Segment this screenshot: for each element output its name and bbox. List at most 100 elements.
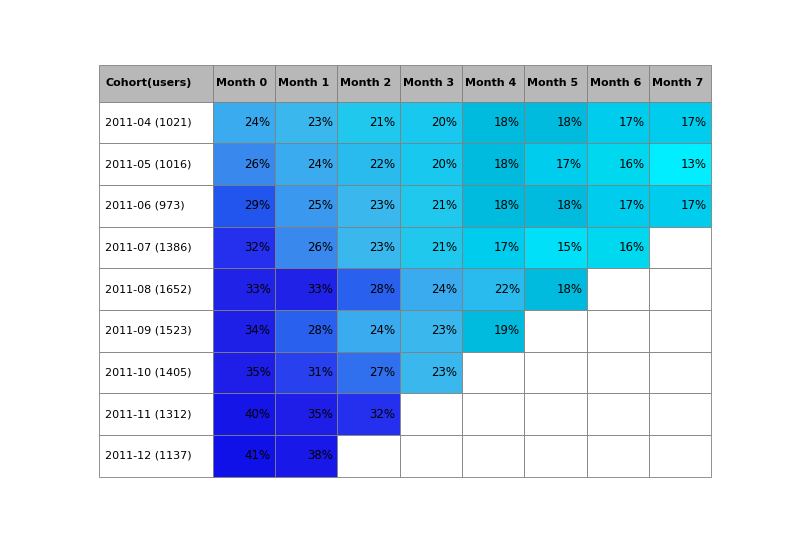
Bar	[337, 65, 399, 102]
Text: 33%: 33%	[307, 282, 333, 296]
Bar	[462, 144, 524, 185]
Bar	[587, 227, 649, 269]
Bar	[213, 352, 275, 393]
Bar	[100, 269, 213, 310]
Text: 2011-05 (1016): 2011-05 (1016)	[105, 159, 191, 169]
Bar	[337, 185, 399, 227]
Bar	[213, 144, 275, 185]
Text: 24%: 24%	[244, 116, 271, 129]
Text: Month 4: Month 4	[465, 78, 517, 88]
Bar	[462, 185, 524, 227]
Text: 18%: 18%	[494, 158, 520, 171]
Bar	[275, 352, 337, 393]
Bar	[587, 352, 649, 393]
Bar	[462, 227, 524, 269]
Text: 17%: 17%	[494, 241, 520, 254]
Text: 33%: 33%	[244, 282, 271, 296]
Text: 23%: 23%	[369, 241, 396, 254]
Bar	[649, 227, 711, 269]
Bar	[275, 227, 337, 269]
Bar	[337, 227, 399, 269]
Bar	[524, 102, 587, 144]
Text: 17%: 17%	[556, 158, 582, 171]
Bar	[462, 269, 524, 310]
Bar	[100, 144, 213, 185]
Bar	[587, 144, 649, 185]
Bar	[100, 65, 213, 102]
Bar	[337, 144, 399, 185]
Text: 21%: 21%	[432, 199, 458, 212]
Bar	[213, 102, 275, 144]
Bar	[399, 102, 462, 144]
Bar	[399, 65, 462, 102]
Text: 31%: 31%	[307, 366, 333, 379]
Bar	[399, 352, 462, 393]
Bar	[649, 393, 711, 435]
Bar	[213, 227, 275, 269]
Text: 26%: 26%	[244, 158, 271, 171]
Bar	[649, 144, 711, 185]
Bar	[587, 310, 649, 352]
Text: 38%: 38%	[307, 449, 333, 463]
Bar	[275, 102, 337, 144]
Bar	[275, 144, 337, 185]
Bar	[337, 393, 399, 435]
Text: Month 0: Month 0	[216, 78, 267, 88]
Text: 2011-11 (1312): 2011-11 (1312)	[105, 409, 191, 419]
Bar	[649, 310, 711, 352]
Text: 35%: 35%	[307, 408, 333, 421]
Text: 24%: 24%	[369, 324, 396, 337]
Bar	[399, 435, 462, 477]
Text: Month 7: Month 7	[652, 78, 703, 88]
Bar	[524, 393, 587, 435]
Bar	[649, 352, 711, 393]
Bar	[275, 185, 337, 227]
Bar	[275, 393, 337, 435]
Text: 28%: 28%	[307, 324, 333, 337]
Bar	[524, 144, 587, 185]
Bar	[462, 310, 524, 352]
Text: 27%: 27%	[369, 366, 396, 379]
Text: 2011-12 (1137): 2011-12 (1137)	[105, 451, 191, 461]
Bar	[462, 65, 524, 102]
Text: 19%: 19%	[494, 324, 520, 337]
Text: 16%: 16%	[619, 158, 645, 171]
Bar	[462, 102, 524, 144]
Bar	[462, 352, 524, 393]
Text: 17%: 17%	[681, 116, 707, 129]
Bar	[524, 352, 587, 393]
Text: 22%: 22%	[494, 282, 520, 296]
Bar	[213, 65, 275, 102]
Bar	[337, 310, 399, 352]
Text: 29%: 29%	[244, 199, 271, 212]
Bar	[587, 185, 649, 227]
Bar	[399, 185, 462, 227]
Text: 23%: 23%	[369, 199, 396, 212]
Text: 20%: 20%	[432, 116, 458, 129]
Text: 2011-10 (1405): 2011-10 (1405)	[105, 368, 191, 377]
Bar	[587, 65, 649, 102]
Bar	[213, 435, 275, 477]
Text: 13%: 13%	[681, 158, 707, 171]
Bar	[649, 435, 711, 477]
Text: 2011-06 (973): 2011-06 (973)	[105, 201, 185, 211]
Bar	[587, 269, 649, 310]
Text: 15%: 15%	[556, 241, 582, 254]
Text: Month 3: Month 3	[403, 78, 454, 88]
Text: Cohort(users): Cohort(users)	[105, 78, 191, 88]
Text: 28%: 28%	[369, 282, 396, 296]
Bar	[337, 352, 399, 393]
Bar	[649, 269, 711, 310]
Bar	[587, 102, 649, 144]
Bar	[337, 102, 399, 144]
Bar	[462, 435, 524, 477]
Text: 32%: 32%	[369, 408, 396, 421]
Text: 24%: 24%	[307, 158, 333, 171]
Bar	[524, 310, 587, 352]
Bar	[399, 393, 462, 435]
Text: 18%: 18%	[494, 116, 520, 129]
Bar	[524, 227, 587, 269]
Bar	[587, 393, 649, 435]
Text: 25%: 25%	[307, 199, 333, 212]
Bar	[213, 269, 275, 310]
